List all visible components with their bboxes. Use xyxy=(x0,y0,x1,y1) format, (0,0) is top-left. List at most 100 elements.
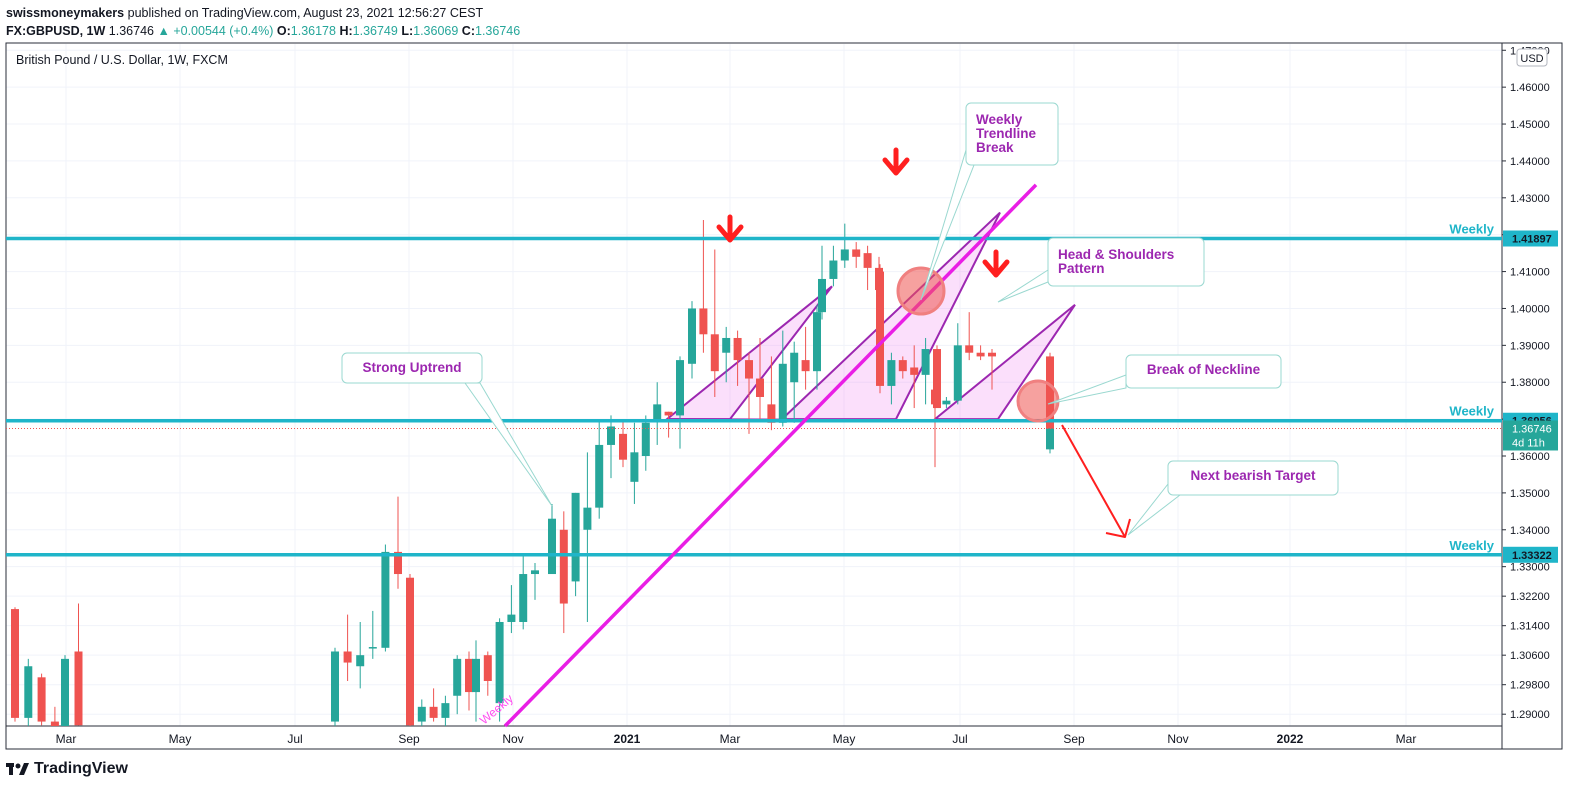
y-tick-label: 1.41000 xyxy=(1510,267,1550,279)
candle xyxy=(733,330,742,386)
callout-3[interactable]: Head & Shoulders Pattern xyxy=(997,237,1205,303)
x-tick-label: Nov xyxy=(1167,732,1188,746)
target-arrow-line[interactable] xyxy=(1061,424,1126,538)
left-shoulder-arrow-icon[interactable] xyxy=(716,214,744,243)
candle-body xyxy=(942,400,951,405)
candle xyxy=(571,492,580,597)
currency-label: USD xyxy=(1520,53,1543,65)
candle xyxy=(887,352,896,405)
x-tick-label: Mar xyxy=(1396,732,1417,746)
right-shoulder-arrow-icon[interactable] xyxy=(982,249,1010,278)
candle-body xyxy=(11,609,19,718)
callout-4[interactable]: Break of Neckline xyxy=(1047,354,1282,405)
x-tick-label: Mar xyxy=(56,732,77,746)
candle xyxy=(519,555,528,630)
chart-title: British Pound / U.S. Dollar, 1W, FXCM xyxy=(16,53,228,67)
symbol-label[interactable]: FX:GBPUSD, 1W xyxy=(6,24,106,38)
head-arrow-icon[interactable] xyxy=(882,147,910,176)
y-tick-label: 1.33000 xyxy=(1510,562,1550,574)
price-axis[interactable]: 1.29000 1.29800 1.30600 1.31400 1.32200 1.330… xyxy=(1502,45,1558,721)
candle-body xyxy=(699,308,708,335)
arrow-shape xyxy=(716,214,744,243)
callout-pointer xyxy=(1047,374,1127,405)
candle xyxy=(813,304,821,390)
x-tick-label: May xyxy=(169,732,192,746)
candle xyxy=(898,356,907,379)
callout-5[interactable]: Next bearish Target xyxy=(1127,460,1339,536)
currency-box[interactable] xyxy=(1516,48,1548,67)
arrow-shape xyxy=(882,147,910,176)
candle xyxy=(876,264,884,394)
candle xyxy=(24,658,33,726)
y-tick-label: 1.43000 xyxy=(1510,193,1550,205)
candle xyxy=(429,688,438,722)
candle-body xyxy=(887,360,896,386)
x-tick-label: Sep xyxy=(398,732,420,746)
candle-body xyxy=(801,360,810,372)
target-arrowhead-icon xyxy=(1105,518,1131,538)
candle xyxy=(483,651,492,696)
candle-body xyxy=(898,360,907,372)
candle xyxy=(619,419,627,468)
y-tick-label: 1.45000 xyxy=(1510,119,1550,131)
x-tick-label: Sep xyxy=(1063,732,1085,746)
candle-body xyxy=(756,378,764,397)
candle-body xyxy=(343,651,352,663)
callout-pointer xyxy=(464,382,553,507)
candle xyxy=(61,655,69,726)
callout-text-line: Pattern xyxy=(1058,261,1105,276)
candle xyxy=(559,511,568,634)
arrow-shape xyxy=(982,249,1010,278)
candle xyxy=(641,415,650,471)
candle xyxy=(531,562,539,600)
candle-body xyxy=(406,577,414,726)
weekly-level-label: Weekly xyxy=(1449,538,1494,553)
candle-body xyxy=(664,411,673,416)
candle-body xyxy=(356,655,365,667)
candle-body xyxy=(619,433,627,460)
candle xyxy=(583,452,592,622)
publisher-name[interactable]: swissmoneymakers xyxy=(6,6,125,20)
drawings[interactable]: Weekly Weekly Weekly Weekly Strong Uptrend We… xyxy=(6,102,1502,728)
candle-body xyxy=(1046,428,1054,450)
callout-text: Strong Uptrend xyxy=(363,360,462,375)
uptrend-line[interactable] xyxy=(503,183,1038,728)
callout-box xyxy=(341,352,483,384)
callout-2[interactable]: Weekly Trendline Break xyxy=(920,102,1059,301)
candle xyxy=(406,574,414,726)
candle-body xyxy=(519,574,528,622)
weekly-level-label: Weekly xyxy=(1449,221,1494,236)
callout-text-line: Break xyxy=(976,140,1014,155)
callout-1[interactable]: Strong Uptrend xyxy=(341,352,553,507)
candle-body xyxy=(37,677,46,722)
candle-body xyxy=(507,614,516,622)
candle xyxy=(852,242,861,268)
callout-box xyxy=(1125,354,1282,389)
low-value: 1.36069 xyxy=(413,24,459,38)
ohlc-line: FX:GBPUSD, 1W 1.36746 ▲ +0.00544 (+0.4%)… xyxy=(6,22,520,40)
callout-box xyxy=(965,102,1059,166)
candle-body xyxy=(933,349,941,409)
candle xyxy=(453,655,462,715)
candle-body xyxy=(453,658,462,696)
weekly-level-label: Weekly xyxy=(1449,404,1494,419)
callout-text-line: Weekly xyxy=(976,112,1023,127)
candle-body xyxy=(829,260,838,279)
candle xyxy=(778,330,787,427)
low-label: L: xyxy=(401,24,414,38)
neckline-break-circle[interactable] xyxy=(1016,379,1060,423)
x-tick-label: 2022 xyxy=(1277,732,1304,746)
pattern-shapes[interactable] xyxy=(664,211,1076,422)
candle-body xyxy=(368,647,377,649)
trendline-break-circle[interactable] xyxy=(896,266,946,316)
candle xyxy=(381,544,390,652)
x-tick-label: 2021 xyxy=(614,732,641,746)
candle-body xyxy=(767,404,776,423)
publisher-line: swissmoneymakers published on TradingVie… xyxy=(6,4,520,22)
time-axis[interactable]: Mar May Jul Sep Nov 2021 Mar May Jul Sep Nov 2022 Ma… xyxy=(56,732,1417,746)
candle xyxy=(343,614,352,682)
candle-body xyxy=(988,352,996,357)
callout-box xyxy=(1167,460,1339,496)
tradingview-logo[interactable]: TradingView xyxy=(6,760,128,778)
